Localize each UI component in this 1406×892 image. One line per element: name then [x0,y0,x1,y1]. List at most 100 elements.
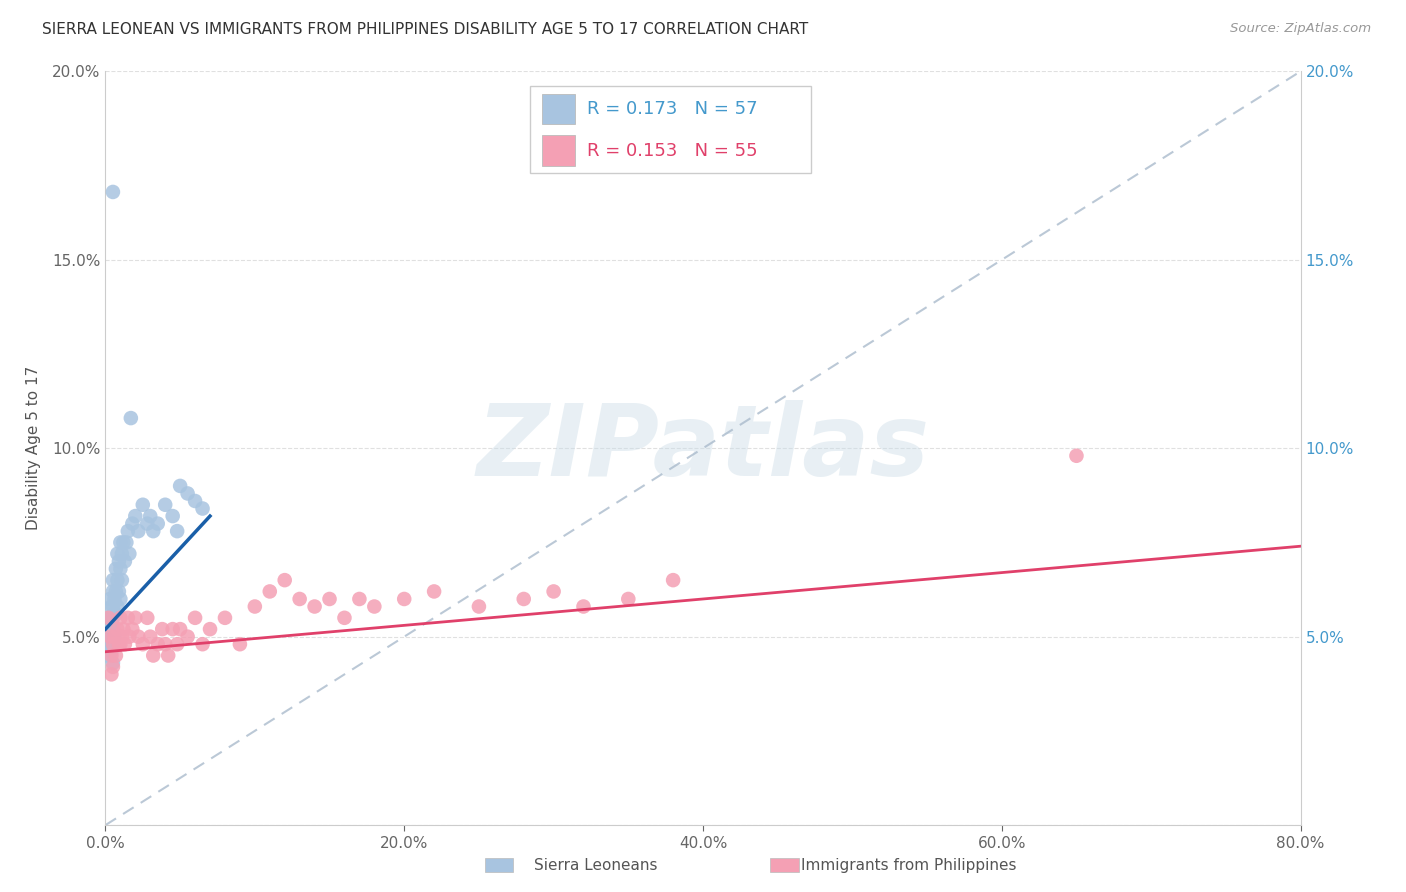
Point [97,637,120,651]
Point [108,584,131,599]
Point [98,592,121,607]
Point [121,516,143,531]
Point [103,592,125,607]
Point [333,611,356,625]
Bar [541,94,575,124]
Point [100,615,122,629]
Point [110,611,132,625]
Point [98,611,121,625]
Point [98,630,121,644]
Point [101,611,124,625]
Text: Source: ZipAtlas.com: Source: ZipAtlas.com [1230,22,1371,36]
Point [662,573,685,587]
Point [191,637,214,651]
Point [132,637,155,651]
Point [127,524,149,538]
Point [146,516,169,531]
Point [543,584,565,599]
Point [103,630,125,644]
Point [117,611,139,625]
Point [136,516,159,531]
Point [108,554,131,568]
Point [243,599,266,614]
Point [101,599,124,614]
Point [169,622,191,636]
Point [273,573,295,587]
Point [107,547,129,561]
Point [115,535,138,549]
Point [124,611,146,625]
Point [98,637,121,651]
Text: ZIPatlas: ZIPatlas [477,400,929,497]
Point [139,630,162,644]
Point [98,622,121,636]
Point [101,584,124,599]
Point [121,622,143,636]
Point [176,486,198,500]
Point [394,592,416,607]
Point [169,479,191,493]
Point [114,637,136,651]
Point [150,622,173,636]
Point [363,599,385,614]
Point [100,645,122,659]
Point [100,630,122,644]
Point [110,562,132,576]
Point [104,607,127,621]
Point [96,648,118,663]
Point [288,592,311,607]
Point [111,630,134,644]
Point [107,622,129,636]
Point [110,637,132,651]
Point [349,592,371,607]
Text: Immigrants from Philippines: Immigrants from Philippines [801,858,1017,872]
Point [114,554,136,568]
Point [513,592,536,607]
Point [100,599,122,614]
Point [304,599,326,614]
Point [146,637,169,651]
Point [108,637,131,651]
Point [104,648,127,663]
Point [166,637,188,651]
Point [107,599,129,614]
Bar [541,136,575,166]
Point [176,630,198,644]
Point [1066,449,1088,463]
Point [101,622,124,636]
Point [118,630,141,644]
Point [214,611,236,625]
Point [229,637,252,651]
Point [127,630,149,644]
Point [96,630,118,644]
Point [110,535,132,549]
Point [162,622,184,636]
Point [103,607,125,621]
Point [110,592,132,607]
Text: R = 0.173   N = 57: R = 0.173 N = 57 [588,100,758,118]
Point [162,509,184,524]
Point [111,573,134,587]
Point [112,622,135,636]
Point [97,611,120,625]
Point [142,524,165,538]
Y-axis label: Disability Age 5 to 17: Disability Age 5 to 17 [27,366,41,531]
Point [104,584,127,599]
Point [97,611,120,625]
Point [572,599,595,614]
Point [191,501,214,516]
Point [617,592,640,607]
Point [111,547,134,561]
Point [100,667,122,681]
Point [107,573,129,587]
Text: R = 0.153   N = 55: R = 0.153 N = 55 [588,142,758,160]
Point [139,509,162,524]
Point [112,535,135,549]
Text: Sierra Leoneans: Sierra Leoneans [534,858,658,872]
FancyBboxPatch shape [530,87,810,173]
Point [142,648,165,663]
Point [101,656,124,670]
Point [157,648,180,663]
Point [184,611,207,625]
Point [101,637,124,651]
